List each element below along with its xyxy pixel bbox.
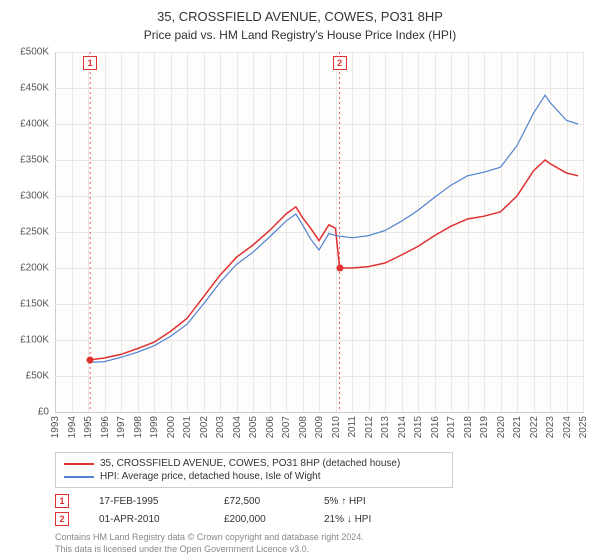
chart-title: 35, CROSSFIELD AVENUE, COWES, PO31 8HP [0, 0, 600, 26]
sale-marker-icon: 2 [55, 512, 69, 526]
x-axis-label: 2011 [347, 416, 358, 438]
x-axis-label: 2010 [331, 416, 342, 438]
legend-item: 35, CROSSFIELD AVENUE, COWES, PO31 8HP (… [64, 457, 444, 470]
table-row: 2 01-APR-2010 £200,000 21% ↓ HPI [55, 510, 414, 528]
x-axis-label: 2015 [413, 416, 424, 438]
series-line-hpi [90, 95, 578, 362]
legend-swatch [64, 463, 94, 465]
x-axis-label: 2020 [496, 416, 507, 438]
y-axis-label: £450K [20, 83, 49, 94]
y-axis-label: £200K [20, 263, 49, 274]
x-axis-label: 2018 [463, 416, 474, 438]
sale-pct: 5% ↑ HPI [324, 496, 414, 507]
sale-price: £72,500 [224, 496, 294, 507]
x-axis-label: 1999 [149, 416, 160, 438]
chart-subtitle: Price paid vs. HM Land Registry's House … [0, 26, 600, 42]
chart-container: 35, CROSSFIELD AVENUE, COWES, PO31 8HP P… [0, 0, 600, 560]
table-row: 1 17-FEB-1995 £72,500 5% ↑ HPI [55, 492, 414, 510]
sale-marker-box: 2 [333, 56, 347, 70]
x-axis-label: 2013 [380, 416, 391, 438]
x-axis-label: 1995 [83, 416, 94, 438]
x-axis-label: 2009 [314, 416, 325, 438]
x-axis-label: 1997 [116, 416, 127, 438]
y-axis-label: £150K [20, 299, 49, 310]
legend-label: 35, CROSSFIELD AVENUE, COWES, PO31 8HP (… [100, 458, 400, 469]
x-axis-label: 2012 [364, 416, 375, 438]
x-axis-label: 1993 [50, 416, 61, 438]
y-axis-label: £400K [20, 119, 49, 130]
x-axis-label: 1996 [100, 416, 111, 438]
x-axis-label: 2022 [529, 416, 540, 438]
y-axis-label: £100K [20, 335, 49, 346]
sales-table: 1 17-FEB-1995 £72,500 5% ↑ HPI 2 01-APR-… [55, 492, 414, 528]
sale-price: £200,000 [224, 514, 294, 525]
x-axis-label: 2025 [578, 416, 589, 438]
x-axis-label: 2004 [232, 416, 243, 438]
x-axis-label: 2023 [545, 416, 556, 438]
x-axis-label: 1994 [67, 416, 78, 438]
x-axis-label: 2002 [199, 416, 210, 438]
x-axis-label: 2003 [215, 416, 226, 438]
x-axis-label: 2001 [182, 416, 193, 438]
y-axis-label: £0 [38, 407, 49, 418]
x-axis-label: 2005 [248, 416, 259, 438]
sale-point-dot [336, 265, 343, 272]
x-axis-label: 2017 [446, 416, 457, 438]
x-axis-label: 2014 [397, 416, 408, 438]
y-axis-label: £50K [26, 371, 49, 382]
x-axis-label: 2007 [281, 416, 292, 438]
legend-swatch [64, 476, 94, 478]
x-axis-label: 2024 [562, 416, 573, 438]
x-axis-label: 1998 [133, 416, 144, 438]
x-axis-label: 2000 [166, 416, 177, 438]
y-axis-label: £350K [20, 155, 49, 166]
sale-date: 01-APR-2010 [99, 514, 194, 525]
y-axis-label: £500K [20, 47, 49, 58]
legend-label: HPI: Average price, detached house, Isle… [100, 471, 321, 482]
chart-plot-area: 12 £0£50K£100K£150K£200K£250K£300K£350K£… [55, 52, 583, 412]
chart-legend: 35, CROSSFIELD AVENUE, COWES, PO31 8HP (… [55, 452, 453, 488]
series-line-price_paid [90, 160, 578, 360]
attribution-text: Contains HM Land Registry data © Crown c… [55, 532, 364, 555]
sale-date: 17-FEB-1995 [99, 496, 194, 507]
x-axis-label: 2006 [265, 416, 276, 438]
sale-marker-icon: 1 [55, 494, 69, 508]
x-axis-label: 2016 [430, 416, 441, 438]
legend-item: HPI: Average price, detached house, Isle… [64, 470, 444, 483]
sale-pct: 21% ↓ HPI [324, 514, 414, 525]
chart-lines [55, 52, 583, 412]
x-axis-label: 2019 [479, 416, 490, 438]
sale-marker-box: 1 [83, 56, 97, 70]
y-axis-label: £250K [20, 227, 49, 238]
y-axis-label: £300K [20, 191, 49, 202]
x-axis-label: 2021 [512, 416, 523, 438]
x-axis-label: 2008 [298, 416, 309, 438]
sale-point-dot [87, 356, 94, 363]
